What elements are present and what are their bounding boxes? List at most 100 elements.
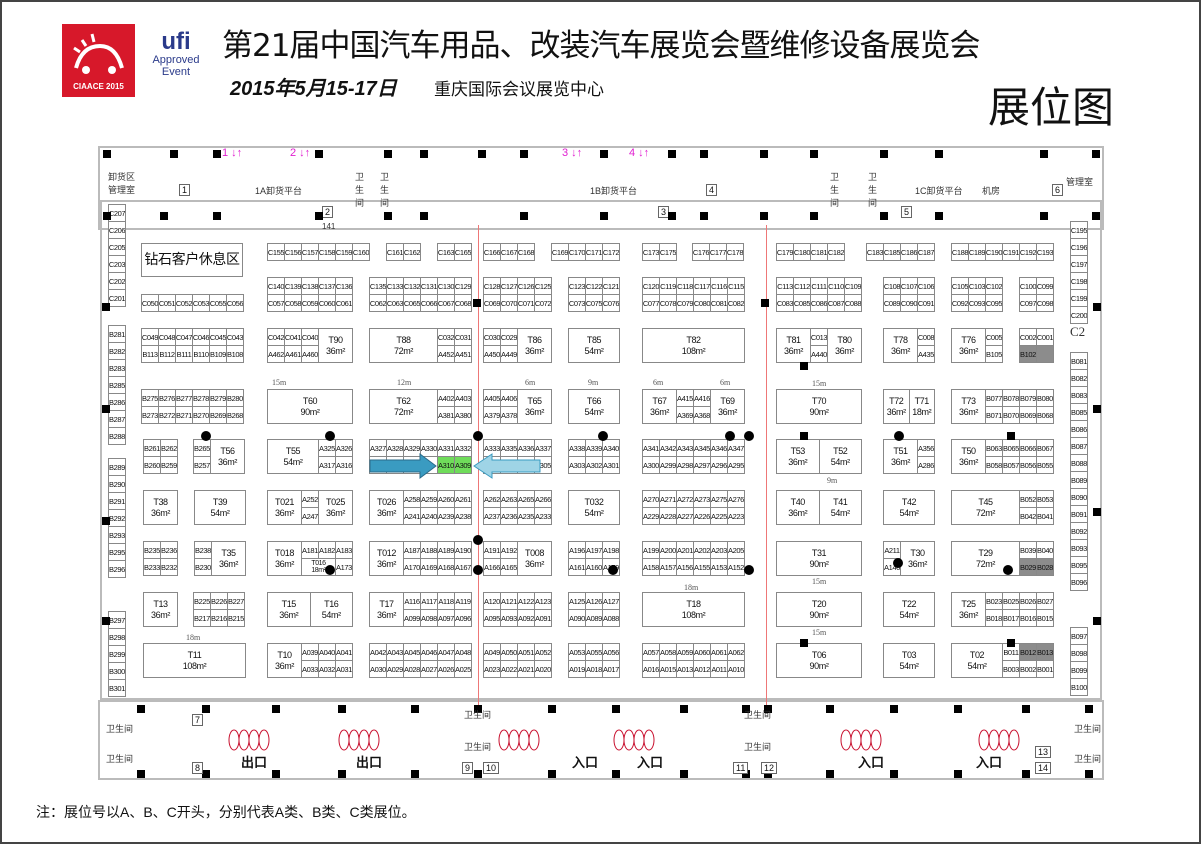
booth[interactable]: A167	[454, 558, 472, 576]
booth[interactable]: C132	[403, 277, 421, 295]
booth[interactable]: A053	[568, 643, 586, 661]
booth[interactable]: A201	[676, 541, 694, 559]
booth[interactable]: A013	[676, 660, 694, 678]
booth[interactable]: B069	[1019, 406, 1037, 424]
booth[interactable]: A051	[517, 643, 535, 661]
booth[interactable]: B015	[1036, 609, 1054, 627]
booth[interactable]: B277	[175, 389, 193, 407]
booth[interactable]: C130	[437, 277, 455, 295]
booth[interactable]: A286	[917, 456, 935, 474]
booth[interactable]: T10 36m²	[267, 643, 302, 678]
booth[interactable]: A252	[301, 490, 319, 508]
booth[interactable]: C117	[693, 277, 711, 295]
booth[interactable]: C118	[676, 277, 694, 295]
booth[interactable]: A027	[420, 660, 438, 678]
booth[interactable]: A019	[568, 660, 586, 678]
booth[interactable]: A263	[500, 490, 518, 508]
booth[interactable]: C170	[568, 243, 586, 261]
booth[interactable]: C112	[793, 277, 811, 295]
booth[interactable]: A325	[318, 439, 336, 457]
booth[interactable]: A023	[483, 660, 501, 678]
booth[interactable]: A461	[284, 345, 302, 363]
booth[interactable]: B288	[108, 427, 126, 445]
booth[interactable]: C087	[827, 294, 845, 312]
booth[interactable]: A181	[301, 541, 319, 559]
booth[interactable]: B105	[985, 345, 1003, 363]
booth[interactable]: B078	[1002, 389, 1020, 407]
booth[interactable]: C126	[517, 277, 535, 295]
booth[interactable]: T06 90m²	[776, 643, 862, 678]
booth[interactable]: T78 36m²	[883, 328, 918, 363]
booth[interactable]: C077	[642, 294, 660, 312]
booth[interactable]: C061	[335, 294, 353, 312]
booth[interactable]: A379	[483, 406, 501, 424]
booth[interactable]: B090	[1070, 488, 1088, 506]
booth[interactable]: A198	[602, 541, 620, 559]
booth[interactable]: B261	[143, 439, 161, 457]
booth[interactable]: A088	[602, 609, 620, 627]
booth[interactable]: A165	[500, 558, 518, 576]
booth[interactable]: C158	[318, 243, 336, 261]
booth[interactable]: T80 36m²	[827, 328, 862, 363]
booth[interactable]: A415	[676, 389, 694, 407]
booth[interactable]: C076	[602, 294, 620, 312]
booth[interactable]: C080	[693, 294, 711, 312]
booth[interactable]: A098	[420, 609, 438, 627]
booth[interactable]: C167	[500, 243, 518, 261]
booth[interactable]: C185	[883, 243, 901, 261]
booth[interactable]: B001	[1036, 660, 1054, 678]
booth[interactable]: B027	[1036, 592, 1054, 610]
booth[interactable]: B268	[226, 406, 244, 424]
booth[interactable]: B086	[1070, 420, 1088, 438]
booth[interactable]: A200	[659, 541, 677, 559]
booth[interactable]: A091	[534, 609, 552, 627]
booth[interactable]: A090	[568, 609, 586, 627]
booth[interactable]: A196	[568, 541, 586, 559]
booth[interactable]: C053	[192, 294, 210, 312]
booth[interactable]: C049	[141, 328, 159, 346]
booth[interactable]: A297	[693, 456, 711, 474]
booth[interactable]: B262	[160, 439, 178, 457]
booth[interactable]: A169	[420, 558, 438, 576]
booth[interactable]: B110	[192, 345, 210, 363]
booth[interactable]: A261	[454, 490, 472, 508]
booth[interactable]: A015	[659, 660, 677, 678]
booth[interactable]: B301	[108, 679, 126, 697]
booth[interactable]: A440	[810, 345, 828, 363]
booth[interactable]: B285	[108, 376, 126, 394]
booth[interactable]: T56 36m²	[210, 439, 245, 474]
booth[interactable]: B017	[1002, 609, 1020, 627]
booth[interactable]: T69 36m²	[710, 389, 745, 424]
booth[interactable]: B040	[1036, 541, 1054, 559]
booth[interactable]: A239	[437, 507, 455, 525]
booth[interactable]: A161	[568, 558, 586, 576]
booth[interactable]: A402	[437, 389, 455, 407]
booth[interactable]: A197	[585, 541, 603, 559]
booth[interactable]: C005	[985, 328, 1003, 346]
booth[interactable]: B275	[141, 389, 159, 407]
booth[interactable]: B265	[193, 439, 211, 457]
booth[interactable]: B292	[108, 509, 126, 527]
booth[interactable]: B227	[227, 592, 245, 610]
booth[interactable]: A061	[710, 643, 728, 661]
booth[interactable]: C050	[141, 294, 159, 312]
exit-label[interactable]: 出口	[241, 755, 268, 770]
booth[interactable]: A452	[437, 345, 455, 363]
booth[interactable]: B056	[1019, 456, 1037, 474]
booth[interactable]: C119	[659, 277, 677, 295]
booth[interactable]: A050	[500, 643, 518, 661]
booth[interactable]: C073	[568, 294, 586, 312]
booth[interactable]: A298	[676, 456, 694, 474]
booth[interactable]: A369	[676, 406, 694, 424]
booth[interactable]: C056	[226, 294, 244, 312]
entrance-label[interactable]: 入口	[976, 755, 1003, 770]
booth[interactable]: T67 36m²	[642, 389, 677, 424]
booth[interactable]: B293	[108, 526, 126, 544]
booth[interactable]: A449	[500, 345, 518, 363]
booth[interactable]: A189	[437, 541, 455, 559]
booth[interactable]: B068	[1036, 406, 1054, 424]
booth[interactable]: A301	[602, 456, 620, 474]
booth[interactable]: T40 36m²	[776, 490, 820, 525]
booth[interactable]: C108	[883, 277, 901, 295]
booth[interactable]: C155	[267, 243, 285, 261]
